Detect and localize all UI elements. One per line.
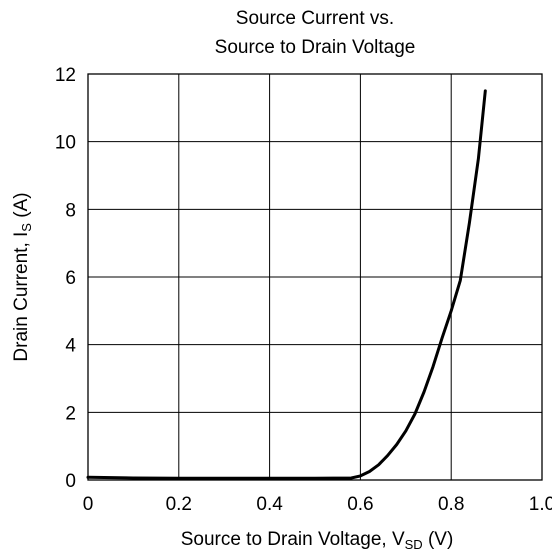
y-tick-label: 10 xyxy=(55,133,76,154)
plot-frame xyxy=(87,73,543,481)
y-tick-label: 12 xyxy=(55,65,76,86)
series-line-0 xyxy=(86,89,487,480)
chart-title-line-2: Source to Drain Voltage xyxy=(215,37,416,58)
y-axis-title: Drain Current, IS (A) xyxy=(11,192,34,361)
y-tick-label: 6 xyxy=(65,268,76,289)
y-tick-labels: 0 2 4 6 8 10 12 xyxy=(55,65,77,492)
y-axis-title-subscript: S xyxy=(19,223,34,232)
chart-title-line-1: Source Current vs. xyxy=(236,8,394,29)
x-tick-label: 0.2 xyxy=(166,494,192,515)
y-tick-label: 4 xyxy=(65,336,76,357)
x-tick-label: 1.0 xyxy=(529,494,552,515)
y-axis-title-main: Drain Current, I xyxy=(11,232,32,362)
x-tick-label: 0.4 xyxy=(256,494,283,515)
grid xyxy=(88,74,542,480)
y-tick-label: 2 xyxy=(65,403,76,424)
x-axis-title-subscript: SD xyxy=(405,537,423,552)
x-axis-title-unit: (V) xyxy=(423,529,454,550)
x-tick-label: 0.8 xyxy=(438,494,464,515)
y-tick-label: 8 xyxy=(65,200,76,221)
x-tick-label: 0 xyxy=(83,494,94,515)
x-tick-labels: 0 0.2 0.4 0.6 0.8 1.0 xyxy=(83,494,552,515)
x-axis-title: Source to Drain Voltage, VSD (V) xyxy=(181,529,454,552)
y-axis-title-unit: (A) xyxy=(11,192,32,223)
y-tick-label: 0 xyxy=(65,471,76,492)
x-tick-label: 0.6 xyxy=(347,494,373,515)
series xyxy=(86,89,487,480)
x-axis-title-main: Source to Drain Voltage, V xyxy=(181,529,405,550)
